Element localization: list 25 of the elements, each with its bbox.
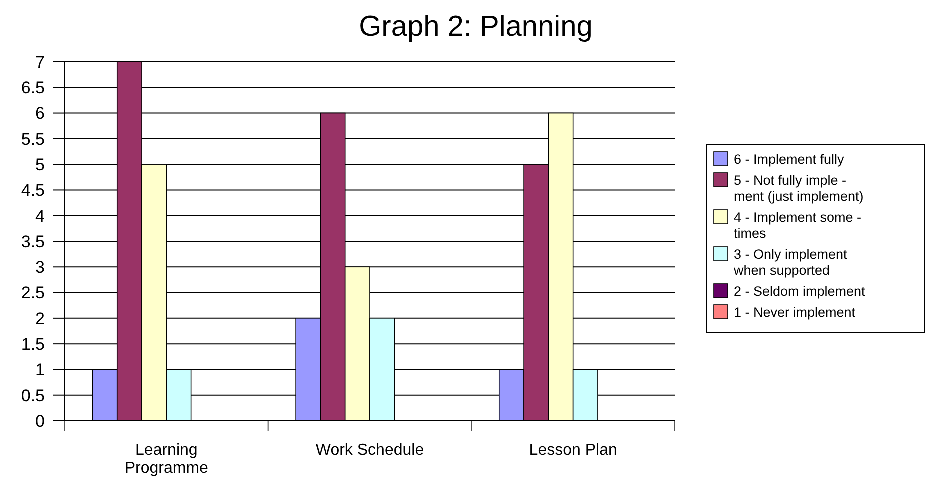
y-tick-label: 3: [36, 258, 45, 278]
legend-label: 3 - Only implement when supported: [733, 247, 848, 278]
y-tick-label: 0.5: [21, 386, 45, 406]
y-tick-label: 4: [36, 206, 45, 226]
y-tick-label: 6: [36, 104, 45, 124]
legend-label: 1 - Never implement: [734, 305, 856, 320]
y-tick-label: 5.5: [21, 130, 45, 149]
y-tick-label: 3.5: [21, 232, 45, 252]
legend-label: 2 - Seldom implement: [734, 284, 866, 299]
chart-title: Graph 2: Planning: [359, 11, 593, 43]
y-tick-label: 1: [36, 360, 45, 380]
y-tick-label: 7: [36, 52, 45, 72]
y-tick-label: 2.5: [21, 284, 45, 303]
y-tick-label: 1.5: [21, 335, 45, 354]
legend-label: 6 - Implement fully: [734, 152, 845, 167]
x-tick-label: Lesson Plan: [529, 442, 618, 459]
y-tick-label: 0: [36, 412, 45, 431]
y-tick-label: 5: [36, 156, 45, 175]
legend-label: 5 - Not fully imple - ment (just implement): [734, 173, 864, 204]
legend-label: 4 - Implement some - times: [734, 210, 862, 241]
x-tick-label: Work Schedule: [316, 442, 424, 459]
y-tick-label: 6.5: [21, 78, 45, 98]
y-tick-label: 2: [36, 309, 45, 328]
x-tick-label: Learning Programme: [124, 442, 209, 477]
y-tick-label: 4.5: [21, 181, 45, 200]
